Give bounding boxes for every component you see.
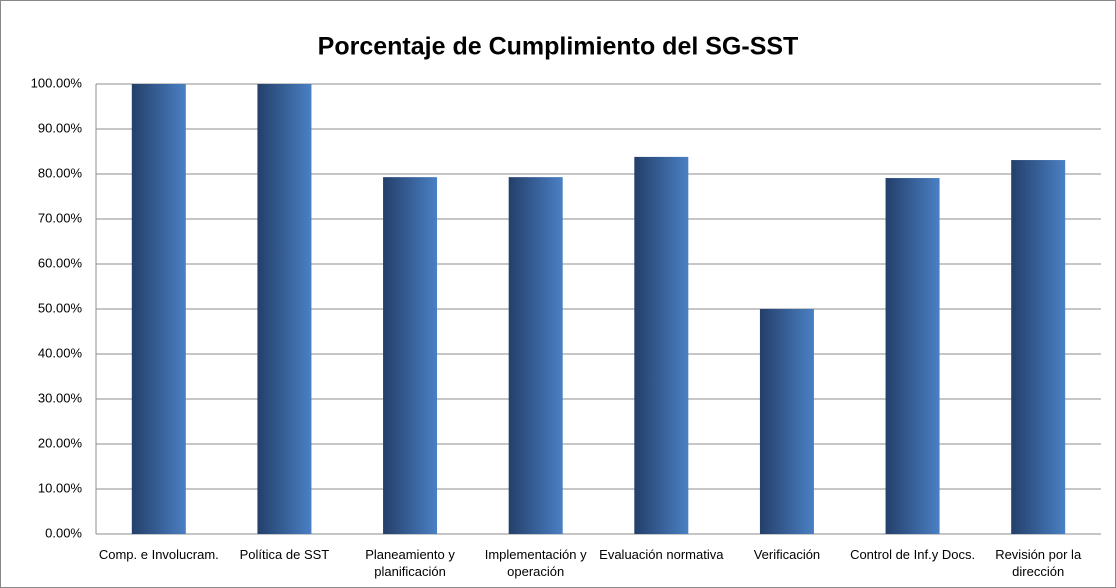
x-tick-label: Revisión por la dirección xyxy=(995,547,1082,579)
x-tick-label: Planeamiento y planificación xyxy=(365,547,455,579)
bar xyxy=(1011,160,1066,535)
y-tick-label: 30.00% xyxy=(38,390,83,405)
bar xyxy=(634,156,689,534)
x-tick-label: Política de SST xyxy=(239,547,330,562)
y-tick-label: 40.00% xyxy=(38,345,83,360)
y-tick-label: 0.00% xyxy=(45,525,82,540)
x-tick-label: Implementación y operación xyxy=(484,547,587,579)
bar xyxy=(508,177,563,534)
y-tick-label: 10.00% xyxy=(38,480,83,495)
bar xyxy=(885,178,940,535)
x-tick-label: Verificación xyxy=(753,547,821,562)
y-tick-label: 50.00% xyxy=(38,300,83,315)
x-tick-label: Control de Inf.y Docs. xyxy=(850,547,976,562)
y-tick-label: 60.00% xyxy=(38,255,83,270)
bar xyxy=(383,177,438,534)
y-tick-label: 90.00% xyxy=(38,120,83,135)
x-tick-label: Comp. e Involucram. xyxy=(98,547,219,562)
y-tick-label: 70.00% xyxy=(38,210,83,225)
y-tick-label: 20.00% xyxy=(38,435,83,450)
bar xyxy=(131,84,186,534)
bar xyxy=(759,309,814,534)
bar xyxy=(257,84,312,534)
x-tick-label: Evaluación normativa xyxy=(599,547,724,562)
y-tick-label: 80.00% xyxy=(38,165,83,180)
chart-title: Porcentaje de Cumplimiento del SG-SST xyxy=(318,33,799,61)
y-tick-label: 100.00% xyxy=(31,75,83,90)
